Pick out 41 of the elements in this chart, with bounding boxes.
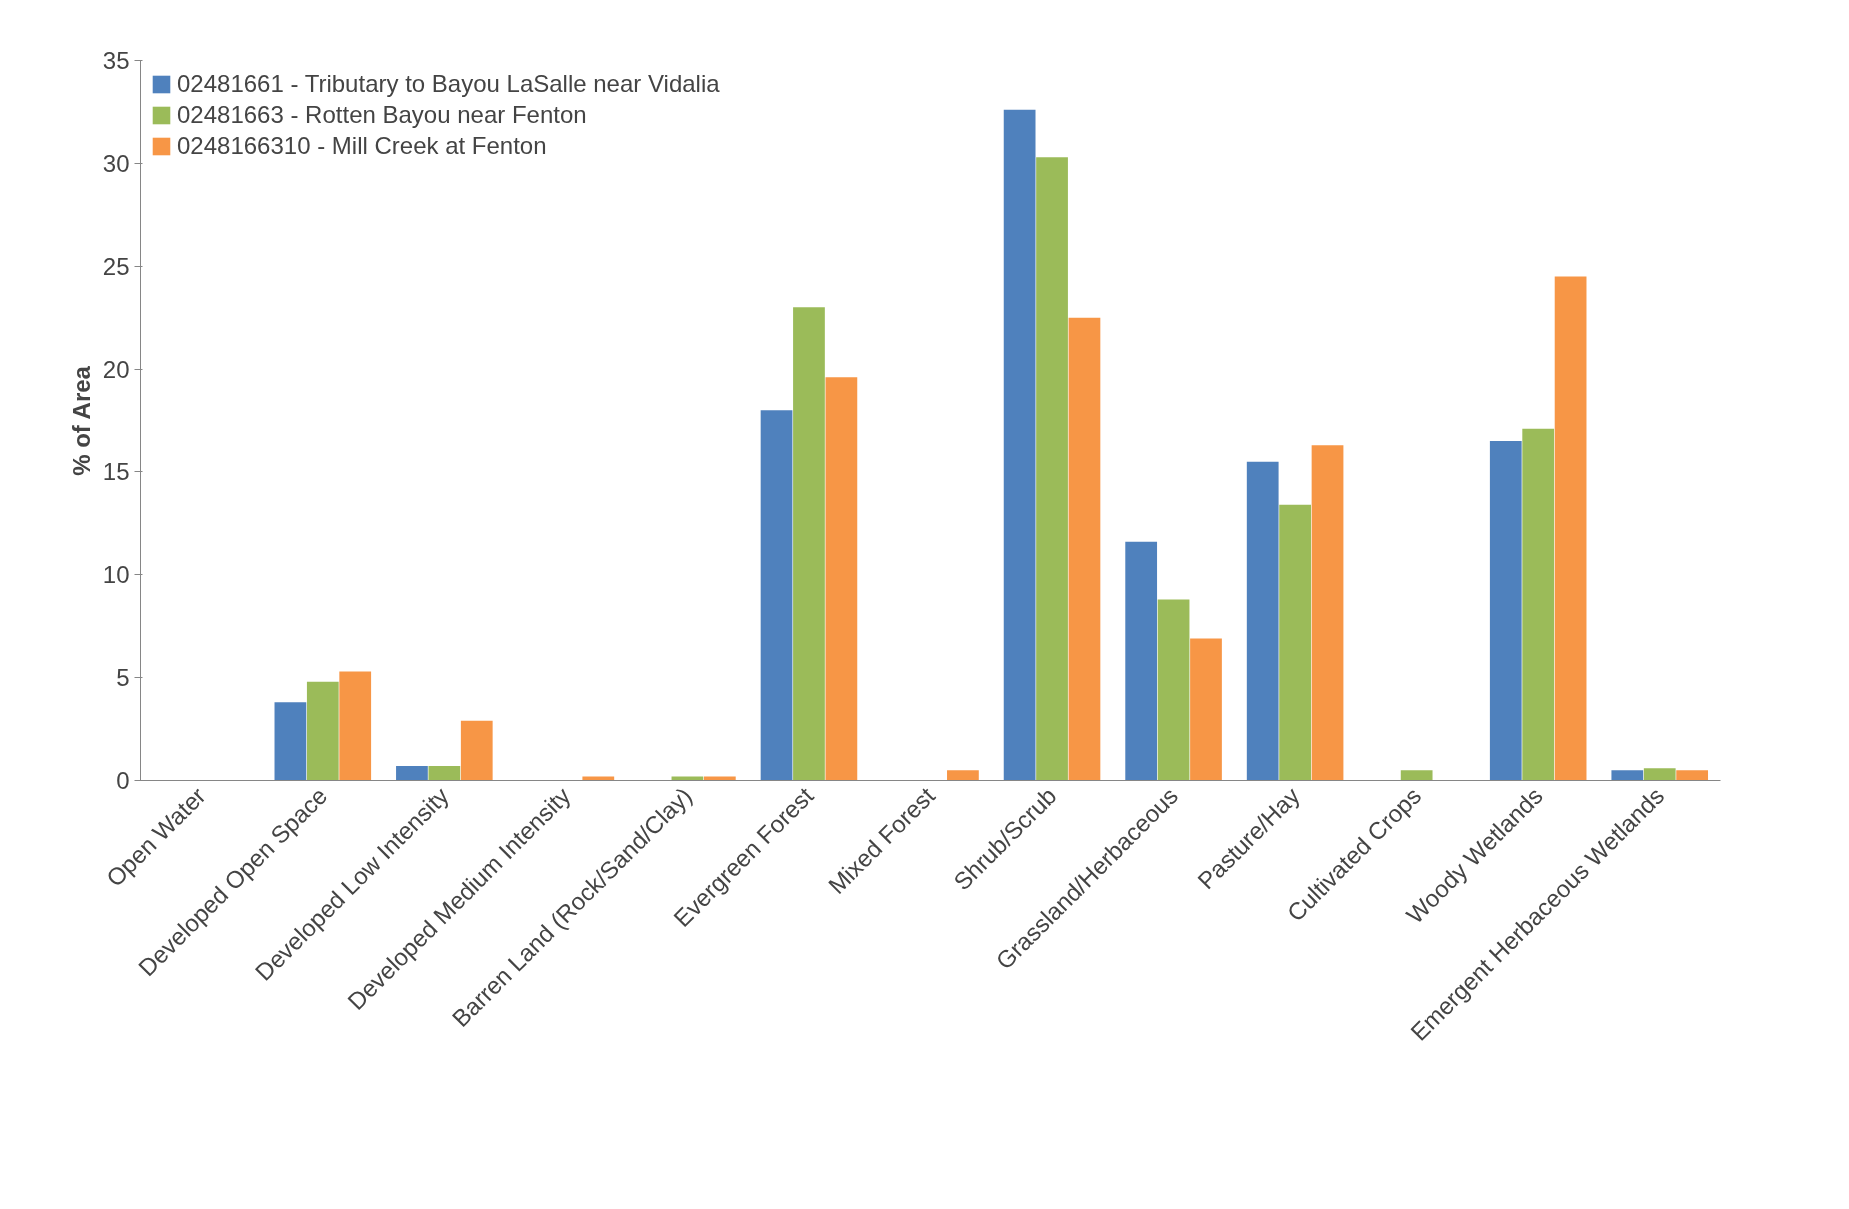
- bar: [582, 776, 615, 781]
- y-tick-label: 15: [102, 458, 130, 486]
- y-tick-label: 0: [116, 767, 130, 794]
- bar: [1676, 770, 1709, 781]
- bar: [1190, 638, 1222, 781]
- legend-label: 02481661 - Tributary to Bayou LaSalle near Vidalia: [177, 70, 720, 98]
- bar: [1036, 157, 1068, 781]
- bar: [460, 720, 493, 781]
- bar: [825, 377, 858, 781]
- y-tick-label: 5: [116, 664, 130, 692]
- bar: [339, 671, 372, 781]
- bar: [1157, 599, 1190, 781]
- y-axis-title: % of Area: [67, 365, 95, 476]
- bar: [671, 776, 704, 781]
- bar: [1279, 504, 1311, 781]
- bar: [396, 766, 428, 781]
- y-tick-label: 10: [102, 561, 130, 589]
- bar: [1068, 317, 1101, 781]
- bar: [793, 307, 825, 781]
- y-tick-label: 30: [102, 149, 130, 177]
- bar: [428, 766, 461, 781]
- bar: [1611, 770, 1644, 781]
- bar: [1400, 770, 1433, 781]
- bar: [760, 410, 793, 781]
- bar: [1311, 445, 1344, 781]
- y-tick-label: 35: [102, 47, 130, 74]
- bar: [1489, 441, 1522, 781]
- legend-label: 02481663 - Rotten Bayou near Fenton: [177, 101, 587, 129]
- y-tick-label: 20: [102, 355, 130, 383]
- bar: [1643, 768, 1676, 781]
- bar: [947, 770, 979, 781]
- bar: [306, 681, 339, 781]
- bar: [1003, 109, 1036, 781]
- bar: [1246, 461, 1279, 781]
- bar: [1554, 276, 1587, 781]
- bar: [1522, 428, 1555, 781]
- legend-label: 0248166310 - Mill Creek at Fenton: [177, 132, 547, 160]
- bar: [274, 702, 307, 781]
- bar: [703, 776, 736, 781]
- bar: [1125, 541, 1158, 781]
- y-tick-label: 25: [102, 252, 130, 280]
